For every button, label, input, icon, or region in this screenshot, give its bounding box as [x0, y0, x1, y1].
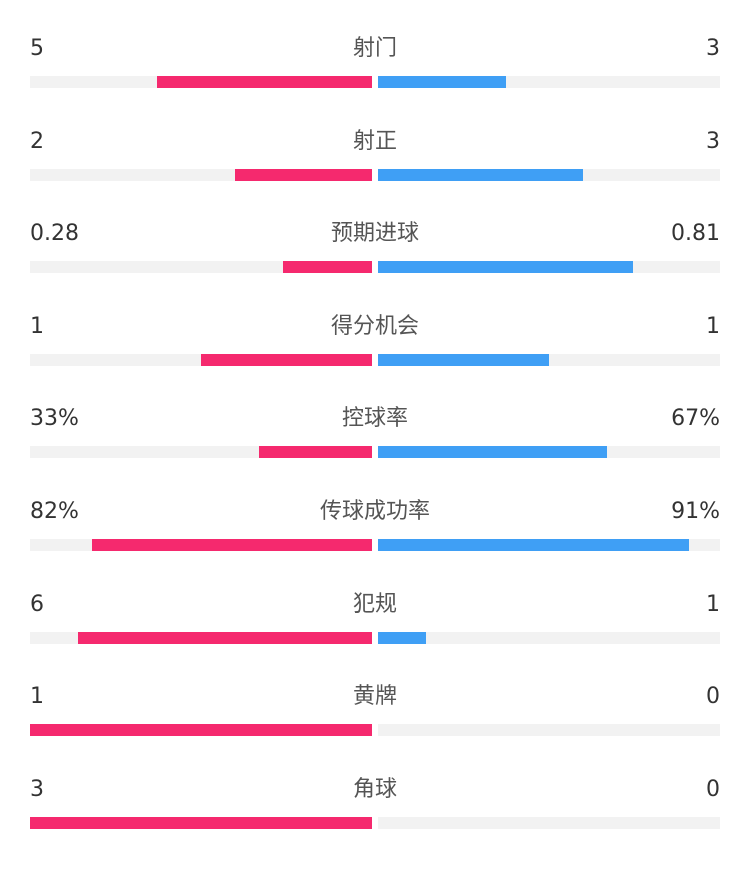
away-bar [378, 169, 583, 181]
home-bar [157, 76, 372, 88]
home-value: 1 [30, 314, 44, 339]
home-value: 2 [30, 129, 44, 154]
stat-label: 射门 [352, 36, 397, 61]
home-bar [30, 817, 372, 829]
away-value: 1 [706, 592, 720, 617]
stat-label: 犯规 [352, 592, 397, 617]
home-value: 82% [30, 499, 79, 524]
home-bar [283, 261, 372, 273]
away-bar [378, 446, 607, 458]
stat-row: 5 射门 3 [0, 36, 750, 128]
home-value: 0.28 [30, 221, 79, 246]
stat-row: 2 射正 3 [0, 129, 750, 221]
away-bar [378, 261, 633, 273]
stat-row: 3 角球 0 [0, 777, 750, 869]
stat-label: 黄牌 [352, 684, 397, 709]
away-value: 91% [671, 499, 720, 524]
home-bar [30, 724, 372, 736]
stat-label: 射正 [352, 129, 397, 154]
stat-row: 1 得分机会 1 [0, 314, 750, 406]
away-value: 0.81 [671, 221, 720, 246]
away-value: 0 [706, 777, 720, 802]
stat-row: 82% 传球成功率 91% [0, 499, 750, 591]
stat-label: 得分机会 [330, 314, 419, 339]
home-bar [78, 632, 372, 644]
away-value: 1 [706, 314, 720, 339]
away-bar [378, 354, 549, 366]
home-bar [92, 539, 372, 551]
away-value: 3 [706, 129, 720, 154]
stat-row: 33% 控球率 67% [0, 406, 750, 498]
stat-row: 0.28 预期进球 0.81 [0, 221, 750, 313]
home-bar [235, 169, 372, 181]
away-value: 67% [671, 406, 720, 431]
stat-label: 角球 [352, 777, 397, 802]
home-bar [259, 446, 372, 458]
stat-label: 控球率 [341, 406, 408, 431]
home-value: 3 [30, 777, 44, 802]
home-bar [201, 354, 372, 366]
away-bar [378, 76, 506, 88]
away-value: 0 [706, 684, 720, 709]
away-value: 3 [706, 36, 720, 61]
away-bar [378, 539, 689, 551]
away-bar [378, 632, 426, 644]
stat-label: 传球成功率 [319, 499, 430, 524]
home-value: 6 [30, 592, 44, 617]
home-value: 1 [30, 684, 44, 709]
stat-row: 1 黄牌 0 [0, 684, 750, 776]
away-bar-track [378, 632, 720, 644]
away-bar-track [378, 724, 720, 736]
away-bar-track [378, 817, 720, 829]
home-value: 33% [30, 406, 79, 431]
home-value: 5 [30, 36, 44, 61]
stat-row: 6 犯规 1 [0, 592, 750, 684]
stat-label: 预期进球 [330, 221, 419, 246]
